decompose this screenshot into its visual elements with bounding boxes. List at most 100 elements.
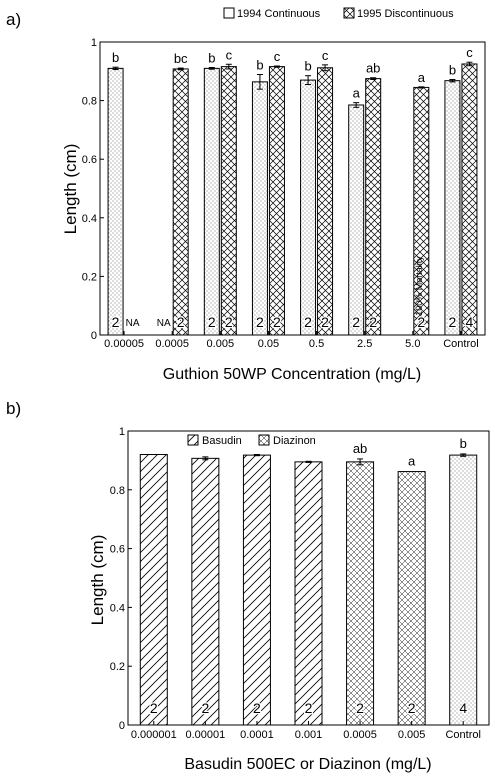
panel-b-y-tick-label: 0.2 <box>110 661 125 673</box>
legend-label-basudin: Basudin <box>202 435 242 447</box>
bar <box>242 454 271 726</box>
panel-a-x-tick-label: 0.05 <box>258 338 279 350</box>
panel-a-x-axis: 0.00005 0.0005 0.005 0.05 0.5 2.5 5.0 Control <box>104 331 479 350</box>
bar <box>300 79 317 336</box>
significance-letter: c <box>322 48 329 63</box>
significance-letter: a <box>353 86 361 101</box>
panel-b-y-tick-label: 0.6 <box>110 544 125 556</box>
sample-size-label: 4 <box>459 700 467 716</box>
panel-b: b) Basudin Diazinon 0 0.2 0.4 0.6 0.8 1 2 2 2 2 a… <box>6 399 490 773</box>
significance-letter: b <box>304 59 311 74</box>
bar <box>220 66 237 336</box>
significance-letter: b <box>256 58 263 73</box>
sample-size-label: 2 <box>201 700 209 716</box>
panel-a-x-axis-label: Guthion 50WP Concentration (mg/L) <box>163 366 422 383</box>
sample-size-label: 2 <box>253 700 261 716</box>
sample-size-label: NA <box>157 318 171 329</box>
panel-a: a) 1994 Continuous 1995 Discontinuous 00… <box>6 7 486 383</box>
sample-size-label: 2 <box>408 700 416 716</box>
legend-swatch-diazinon <box>258 434 270 446</box>
significance-letter: b <box>208 50 215 65</box>
panel-b-x-tick-label: 0.005 <box>398 729 426 741</box>
bar <box>172 68 189 336</box>
significance-letter: a <box>418 70 426 85</box>
panel-a-y-tick-label: 0.6 <box>82 154 97 166</box>
legend-label-1994-continuous: 1994 Continuous <box>237 8 321 20</box>
sample-size-label: 2 <box>208 314 216 330</box>
sample-size-label: 2 <box>352 314 360 330</box>
panel-b-y-axis-label: Length (cm) <box>88 535 107 626</box>
sample-size-label: NA <box>126 318 140 329</box>
panel-a-y-tick-label: 0.2 <box>82 271 97 283</box>
panel-b-y-axis: 0 0.2 0.4 0.6 0.8 1 <box>110 426 132 732</box>
panel-b-x-axis-label: Basudin 500EC or Diazinon (mg/L) <box>184 756 431 773</box>
significance-letter: c <box>226 47 233 62</box>
bar <box>348 104 365 336</box>
panel-b-x-tick-label: 0.0001 <box>240 729 274 741</box>
sample-size-label: 2 <box>369 314 377 330</box>
panel-a-x-tick-label: 5.0 <box>405 338 420 350</box>
bar <box>294 461 323 726</box>
panel-a-legend: 1994 Continuous 1995 Discontinuous <box>223 7 454 20</box>
significance-letter: bc <box>174 51 188 66</box>
panel-a-y-tick-label: 0 <box>91 330 97 342</box>
sample-size-label: 2 <box>305 700 313 716</box>
panel-a-label: a) <box>6 10 21 29</box>
legend-label-1995-discontinuous: 1995 Discontinuous <box>357 8 454 20</box>
sample-size-label: 2 <box>449 314 457 330</box>
panel-a-x-tick-label: 0.5 <box>309 338 324 350</box>
significance-letter: b <box>112 50 119 65</box>
bar <box>107 67 124 336</box>
legend-swatch-1994-continuous <box>223 7 235 19</box>
sample-size-label: 2 <box>225 314 233 330</box>
bar <box>346 461 375 726</box>
panel-a-x-tick-label: 0.005 <box>207 338 235 350</box>
panel-a-y-axis: 0 0.2 0.4 0.6 0.8 1 <box>82 37 104 342</box>
panel-a-y-tick-label: 0.4 <box>82 213 97 225</box>
significance-letter: ab <box>366 61 380 76</box>
sample-size-label: 4 <box>466 314 474 330</box>
panel-a-plot-frame <box>99 41 486 336</box>
panel-b-y-tick-label: 0.8 <box>110 485 125 497</box>
sample-size-label: 2 <box>177 314 185 330</box>
panel-b-x-tick-label: Control <box>445 729 480 741</box>
bar <box>139 454 168 726</box>
sample-size-label: 2 <box>304 314 312 330</box>
bar <box>251 81 268 336</box>
panel-a-x-tick-label: 0.0005 <box>155 338 189 350</box>
panel-b-x-tick-label: 0.001 <box>295 729 323 741</box>
panel-a-y-tick-label: 1 <box>91 37 97 49</box>
panel-b-x-tick-label: 0.000001 <box>131 729 177 741</box>
legend-swatch-basudin <box>187 434 199 446</box>
panel-a-y-tick-label: 0.8 <box>82 96 97 108</box>
sample-size-label: 2 <box>150 700 158 716</box>
panel-b-y-tick-label: 0.4 <box>110 602 125 614</box>
panel-a-x-tick-label: Control <box>443 338 478 350</box>
bar <box>203 67 220 336</box>
bar <box>397 471 426 726</box>
significance-letter: b <box>460 436 467 451</box>
panel-b-legend: Basudin Diazinon <box>187 434 316 447</box>
significance-letter: b <box>449 63 456 78</box>
bar <box>191 457 220 726</box>
significance-letter: c <box>274 49 281 64</box>
significance-letter: ab <box>353 441 367 456</box>
panel-a-bars: b 2 NA NA bc 2 b 2 c 2 b 2 c 2 b 2 c 2 a 2 ab 2 a 2 b 2 c 4 <box>107 45 478 336</box>
sample-size-label: 2 <box>273 314 281 330</box>
panel-a-x-tick-label: 2.5 <box>357 338 372 350</box>
sample-size-label: 2 <box>417 314 425 330</box>
panel-a-y-axis-label: Length (cm) <box>61 144 80 235</box>
significance-letter: a <box>408 454 416 469</box>
legend-label-diazinon: Diazinon <box>273 435 316 447</box>
sample-size-label: 2 <box>356 700 364 716</box>
bar <box>317 67 334 336</box>
panel-b-x-tick-label: 0.00001 <box>185 729 225 741</box>
panel-b-y-tick-label: 0 <box>119 720 125 732</box>
panel-b-x-axis: 0.000001 0.00001 0.0001 0.001 0.0005 0.005 Con… <box>131 721 481 741</box>
legend-swatch-1995-discontinuous <box>343 7 355 19</box>
bar <box>365 78 382 336</box>
panel-b-x-tick-label: 0.0005 <box>343 729 377 741</box>
bar <box>449 454 478 726</box>
bar <box>461 63 478 336</box>
